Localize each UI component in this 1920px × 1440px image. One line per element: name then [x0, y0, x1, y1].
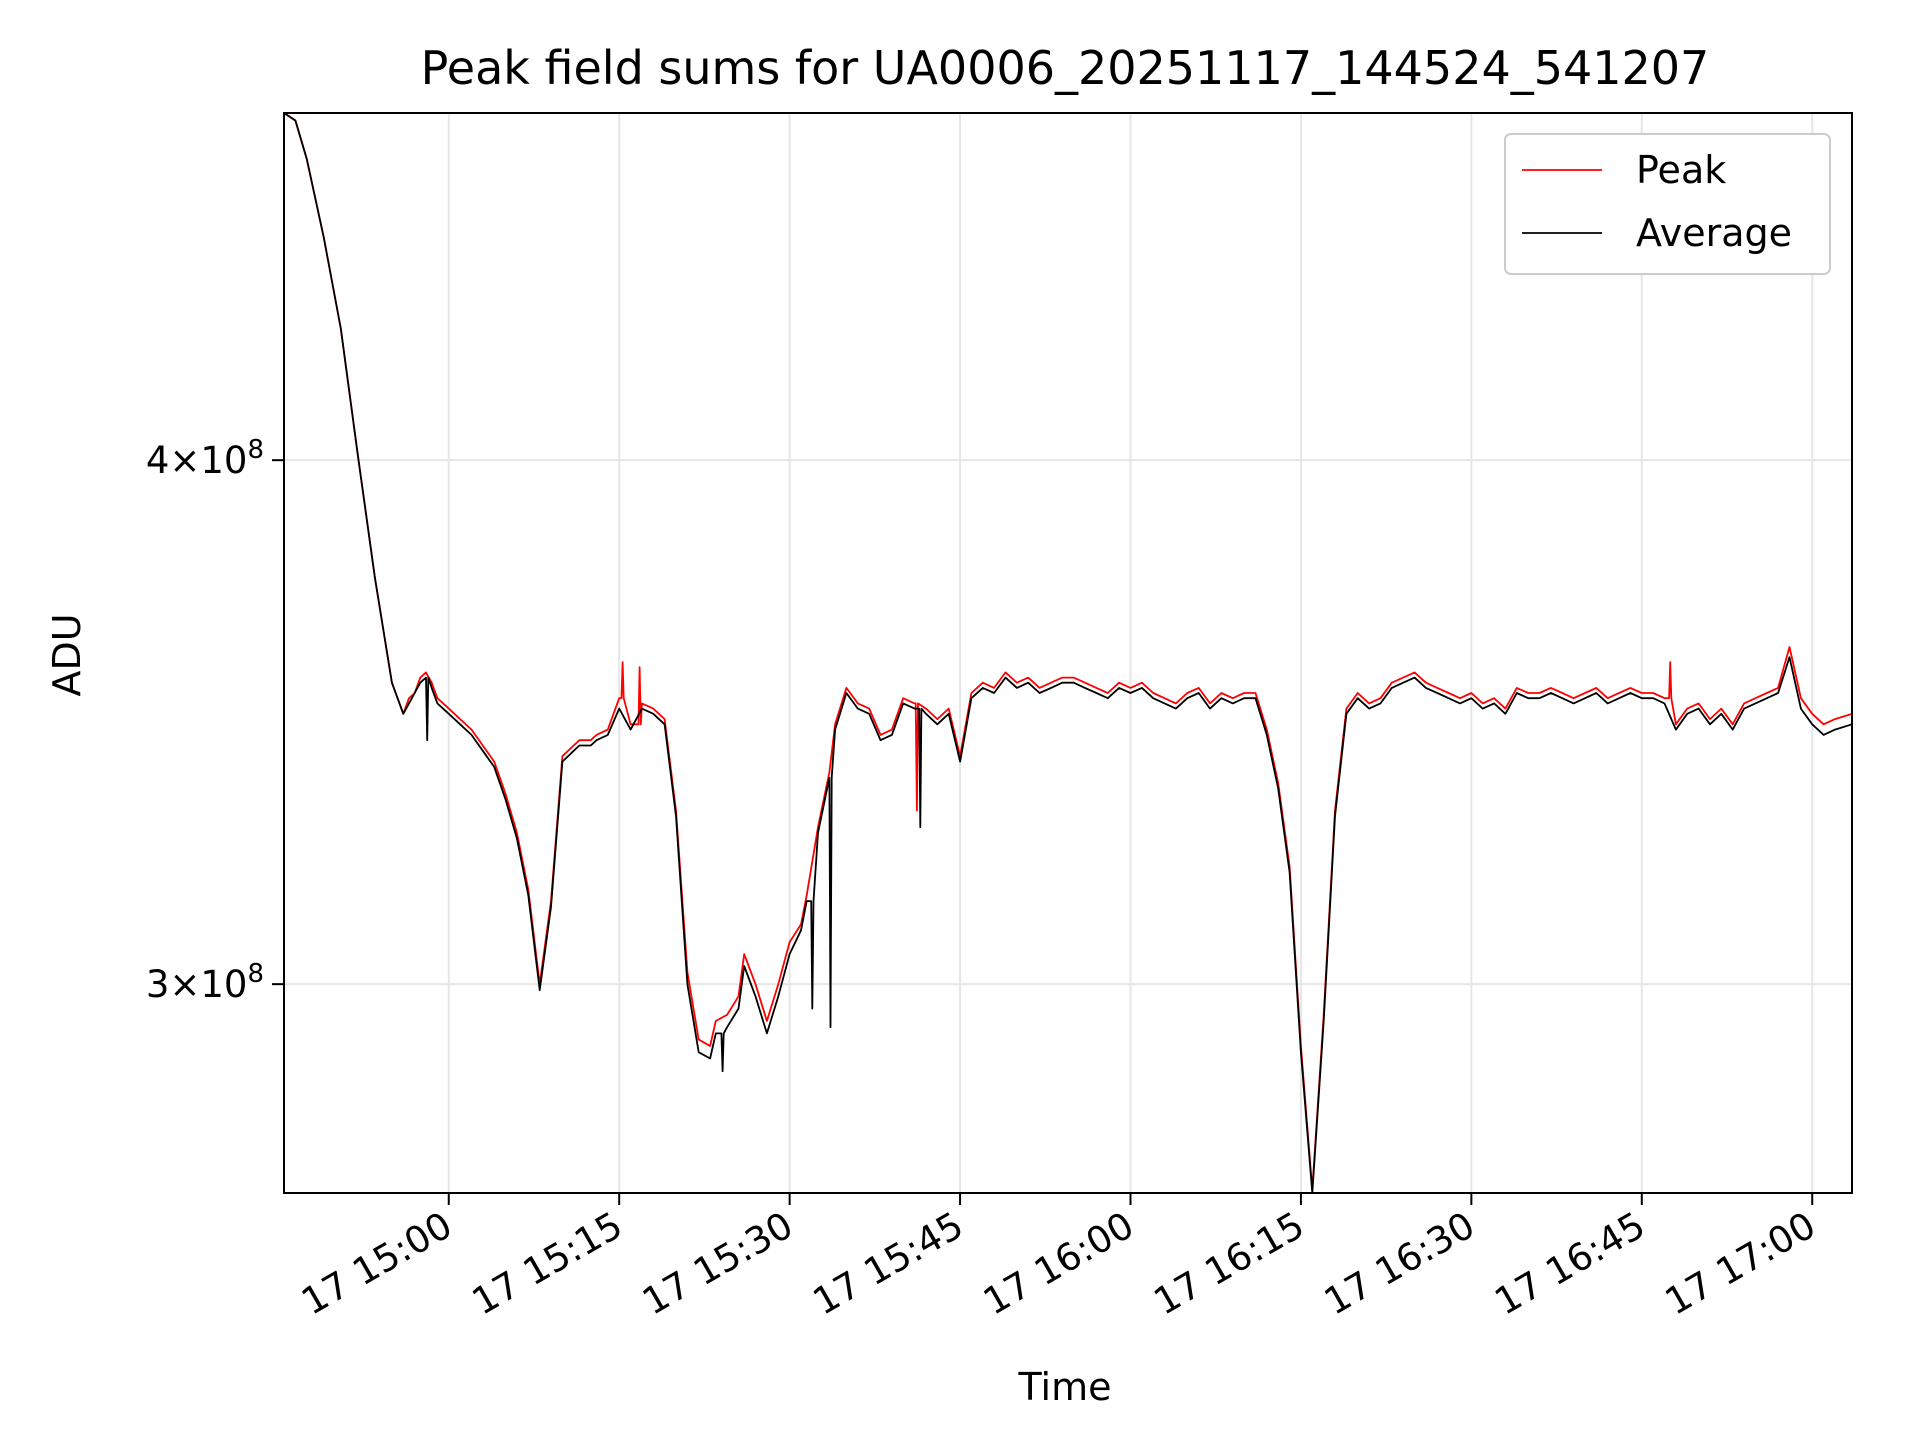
y-tick-label: 3×108 [146, 959, 264, 1006]
y-tick-label: 4×108 [146, 435, 264, 482]
legend-peak-label: Peak [1636, 148, 1726, 192]
x-tick-label: 17 15:30 [635, 1204, 800, 1324]
x-tick-label: 17 15:45 [806, 1204, 971, 1324]
x-tick-label: 17 16:15 [1147, 1204, 1312, 1324]
x-tick-label: 17 15:00 [294, 1204, 459, 1324]
series-line-peak [284, 113, 1852, 1191]
legend-box [1504, 133, 1831, 275]
plot-lines [284, 113, 1852, 1193]
y-axis-ticks: 3×108 4×108 [146, 435, 284, 1006]
legend-average-label: Average [1636, 211, 1792, 255]
plot-frame [283, 112, 1853, 1194]
series-line-average [284, 113, 1852, 1193]
legend: Peak Average [1504, 133, 1831, 275]
x-axis-ticks: 17 15:00 17 15:15 17 15:30 17 15:45 17 16:00… [294, 1193, 1823, 1324]
x-tick-label: 17 16:30 [1317, 1204, 1482, 1324]
x-axis-label: Time [1018, 1365, 1112, 1409]
grid [284, 113, 1852, 1193]
x-tick-label: 17 17:00 [1658, 1204, 1823, 1324]
x-tick-label: 17 16:00 [976, 1204, 1141, 1324]
x-tick-label: 17 16:45 [1487, 1204, 1652, 1324]
y-axis-label: ADU [45, 613, 89, 696]
x-tick-label: 17 15:15 [465, 1204, 630, 1324]
chart-title: Peak field sums for UA0006_20251117_1445… [421, 41, 1710, 95]
